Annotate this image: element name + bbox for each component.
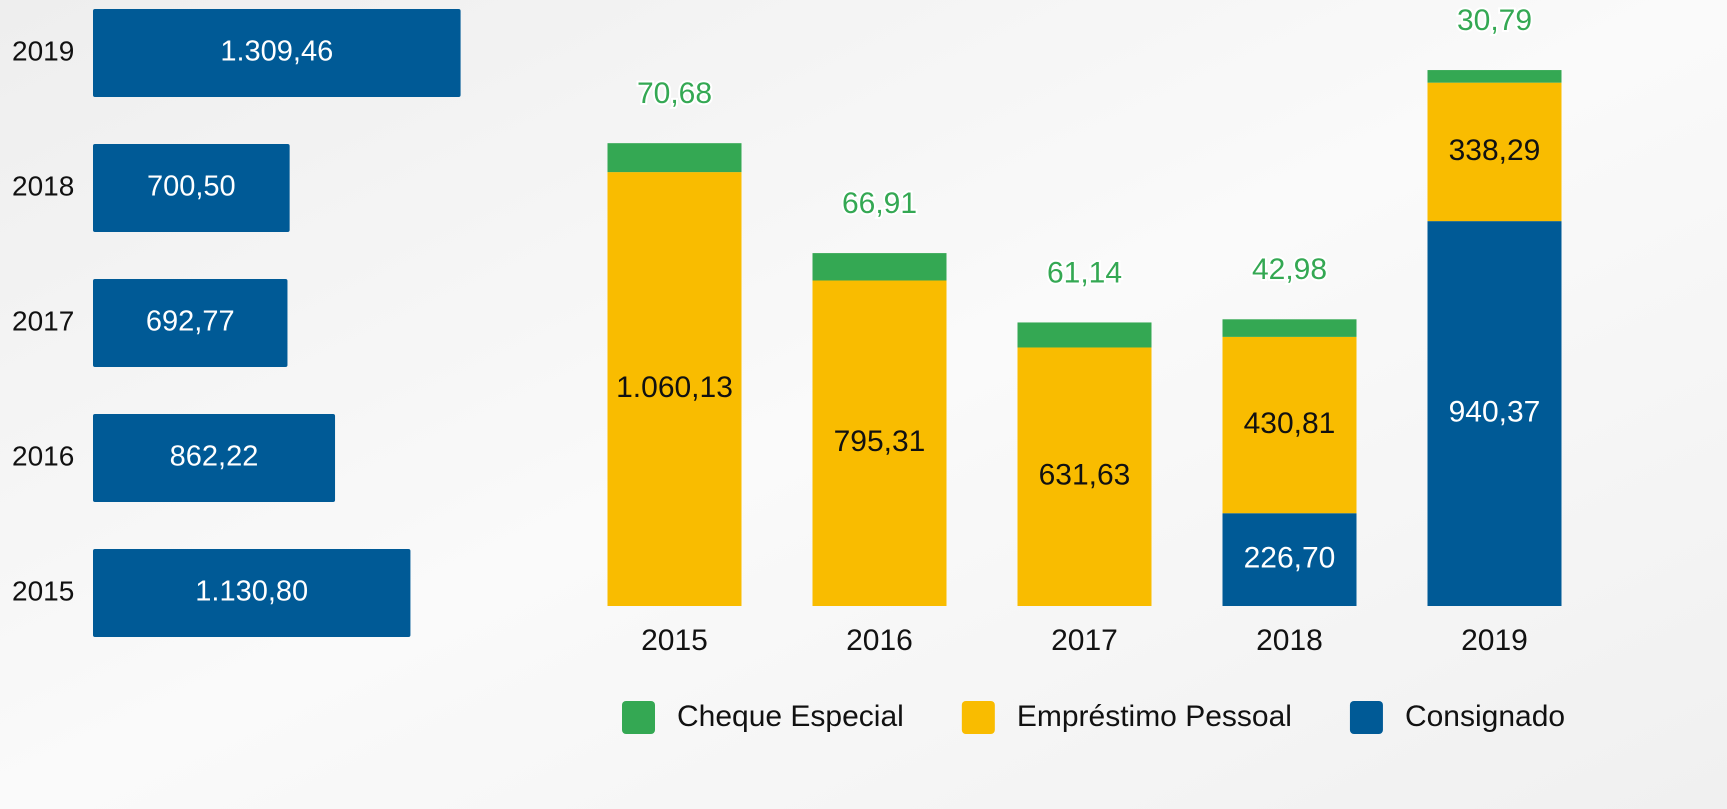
data-label: 940,37 <box>1449 395 1541 428</box>
bar <box>93 9 461 97</box>
data-label: 692,77 <box>146 306 235 338</box>
y-tick-label: 2018 <box>12 170 74 201</box>
data-label: 338,29 <box>1449 134 1541 167</box>
y-tick-label: 2017 <box>12 305 74 336</box>
data-label: 30,79 <box>1457 4 1532 37</box>
bar-segment <box>1222 513 1357 606</box>
bar <box>93 549 411 637</box>
bar-segment <box>1427 82 1562 222</box>
bar <box>93 414 336 502</box>
x-tick-label: 2018 <box>1256 624 1323 657</box>
data-label: 631,63 <box>1039 459 1131 492</box>
bar <box>93 144 290 232</box>
data-label: 700,50 <box>147 171 236 203</box>
bar <box>93 279 288 367</box>
bar-segment <box>1017 347 1152 606</box>
data-label: 1.309,46 <box>220 36 333 68</box>
legend-label: Cheque Especial <box>677 700 904 733</box>
data-label: 430,81 <box>1244 407 1336 440</box>
data-label: 61,14 <box>1047 256 1122 289</box>
data-label: 66,91 <box>842 187 917 220</box>
legend-swatch <box>1349 701 1383 734</box>
x-tick-label: 2017 <box>1051 624 1118 657</box>
data-label: 862,22 <box>170 441 259 473</box>
bar-segment <box>607 172 742 606</box>
legend-swatch <box>622 701 655 734</box>
data-label: 1.060,13 <box>616 371 733 404</box>
bar-segment <box>1427 221 1562 606</box>
bar-segment <box>812 280 947 606</box>
x-tick-label: 2016 <box>846 624 913 657</box>
y-tick-label: 2019 <box>12 35 74 66</box>
bar-segment <box>1222 336 1357 514</box>
data-label: 70,68 <box>637 77 712 110</box>
data-label: 795,31 <box>834 425 926 458</box>
bar-segment <box>812 253 947 281</box>
bar-segment <box>1222 319 1357 337</box>
y-tick-label: 2015 <box>12 575 74 606</box>
legend-label: Empréstimo Pessoal <box>1017 700 1292 733</box>
x-tick-label: 2015 <box>641 624 708 657</box>
data-label: 42,98 <box>1252 253 1327 286</box>
y-tick-label: 2016 <box>12 440 74 471</box>
legend-swatch <box>961 701 995 734</box>
data-label: 226,70 <box>1244 542 1336 575</box>
data-label: 1.130,80 <box>195 576 308 608</box>
x-tick-label: 2019 <box>1461 624 1528 657</box>
bar-segment <box>607 143 742 173</box>
bar-segment <box>1427 70 1562 83</box>
bar-segment <box>1017 322 1152 348</box>
legend-label: Consignado <box>1405 700 1565 733</box>
